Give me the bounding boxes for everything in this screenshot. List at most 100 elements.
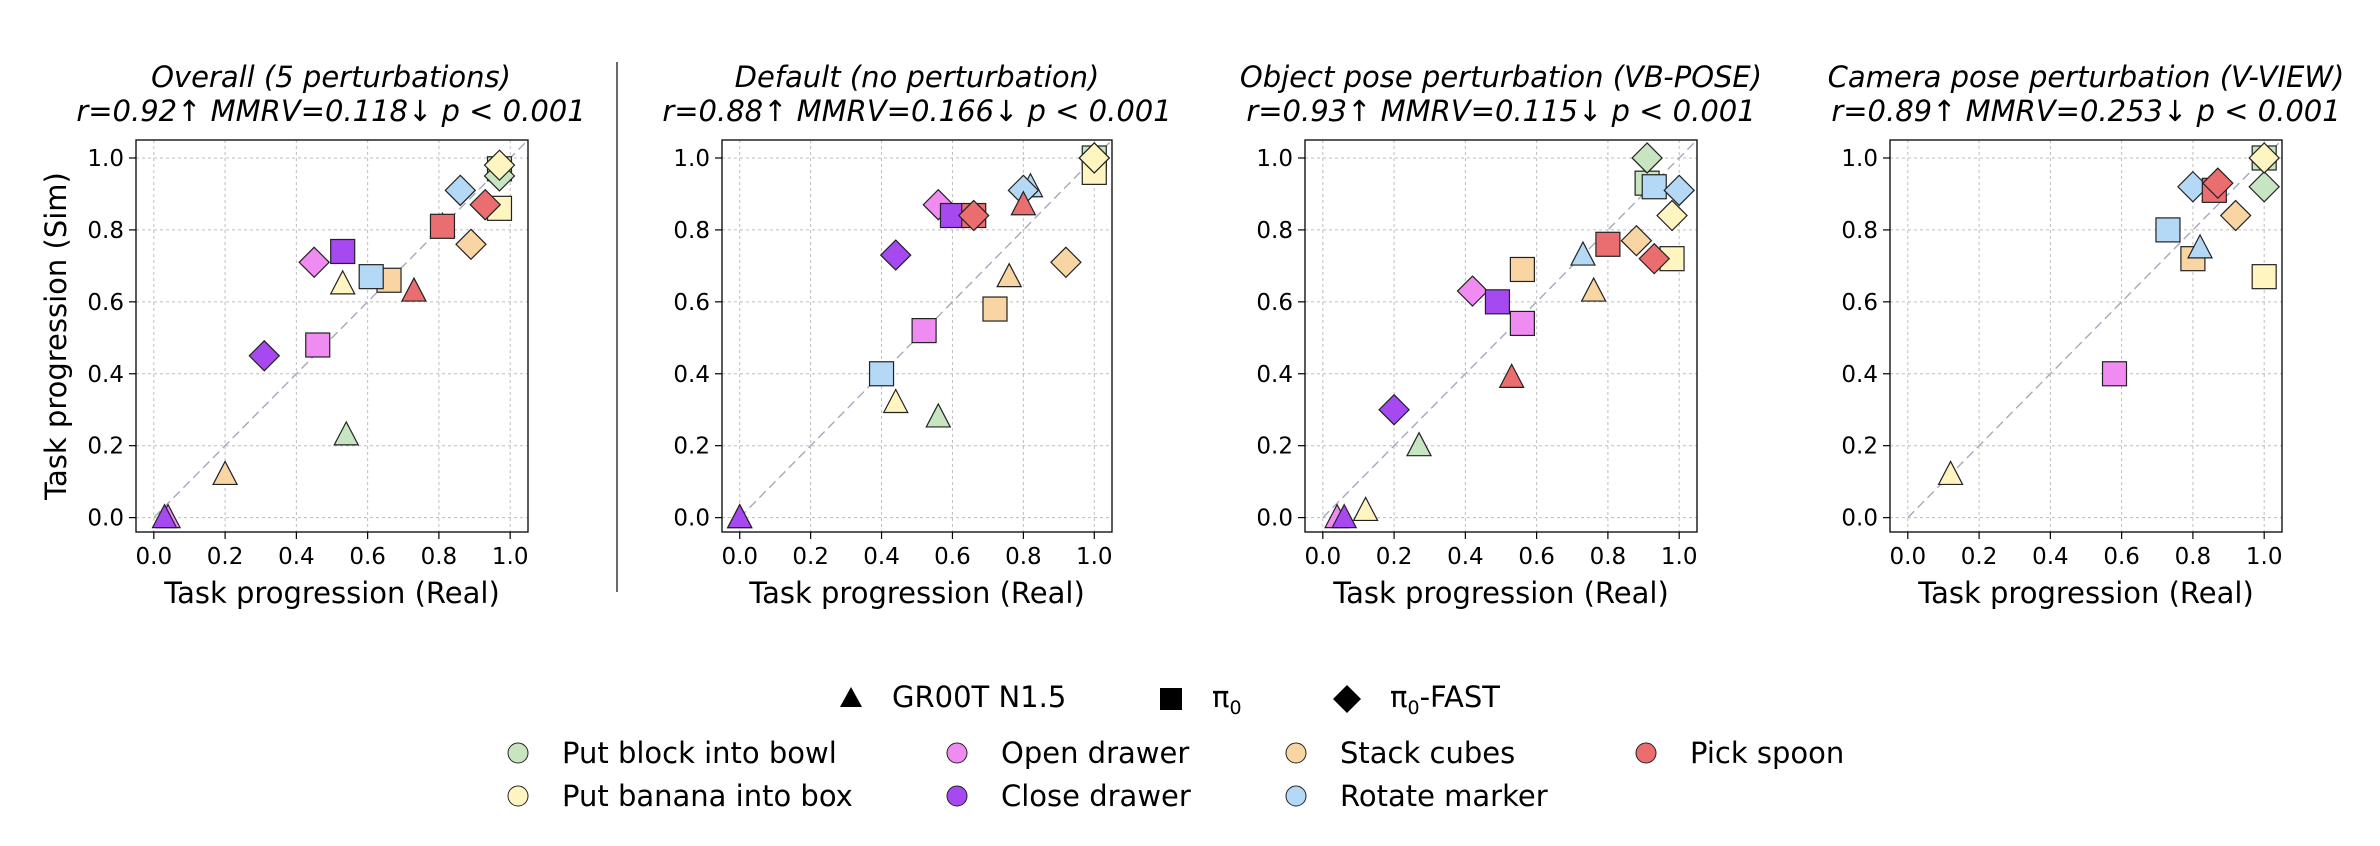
- point-spoon-fast: [1638, 242, 1671, 275]
- point-open-fast: [1456, 275, 1489, 307]
- identity-line: [739, 139, 1113, 519]
- chart-subtitle: r=0.92↑ MMRV=0.118↓ p < 0.001: [76, 94, 585, 128]
- point-banana-gr00t: [1937, 460, 1964, 486]
- identity-line: [1322, 139, 1698, 519]
- y-tick-label: 0.8: [1841, 218, 1878, 244]
- x-tick-label: 0.6: [934, 544, 971, 570]
- point-banana-fast: [1078, 142, 1111, 174]
- point-banana-gr00t: [1352, 496, 1379, 522]
- point-stack-fast: [455, 228, 487, 261]
- x-tick-label: 0.2: [792, 544, 829, 570]
- point-open-pi0: [1509, 310, 1535, 337]
- scatter-panel-1: Overall (5 perturbations)r=0.92↑ MMRV=0.…: [39, 60, 586, 610]
- x-axis-label: Task progression (Real): [748, 576, 1085, 610]
- point-spoon-fast: [2202, 167, 2234, 200]
- x-tick-label: 1.0: [1661, 544, 1698, 570]
- y-tick-label: 0.4: [87, 362, 124, 388]
- plot-frame: [1889, 139, 2283, 533]
- point-block-fast: [2248, 170, 2281, 203]
- point-close-gr00t: [1331, 503, 1358, 529]
- x-tick-label: 0.4: [863, 544, 900, 570]
- point-banana-fast: [2248, 142, 2281, 174]
- point-banana-gr00t: [329, 269, 356, 295]
- y-tick-label: 0.0: [1841, 506, 1878, 532]
- point-marker-gr00t: [2187, 233, 2214, 259]
- x-tick-label: 0.0: [136, 544, 173, 570]
- x-tick-label: 0.6: [2103, 544, 2140, 570]
- point-spoon-gr00t: [1498, 363, 1525, 388]
- point-marker-fast: [444, 174, 477, 207]
- point-spoon-gr00t: [1010, 190, 1037, 216]
- point-banana-fast: [1656, 199, 1688, 232]
- x-tick-label: 0.2: [1961, 544, 1998, 570]
- y-tick-label: 0.4: [673, 362, 710, 388]
- y-tick-label: 0.2: [87, 434, 124, 460]
- x-tick-label: 0.8: [421, 544, 458, 570]
- y-tick-label: 0.0: [87, 506, 124, 532]
- point-close-pi0: [330, 238, 356, 265]
- point-spoon-fast: [957, 199, 990, 232]
- y-tick-label: 0.6: [87, 290, 124, 316]
- y-tick-label: 0.6: [673, 290, 710, 316]
- x-tick-label: 0.6: [349, 544, 386, 570]
- chart-subtitle: r=0.88↑ MMRV=0.166↓ p < 0.001: [662, 94, 1171, 128]
- point-close-fast: [879, 239, 912, 271]
- x-tick-label: 0.2: [1376, 544, 1413, 570]
- x-tick-label: 0.2: [207, 544, 244, 570]
- y-tick-label: 0.8: [673, 218, 710, 244]
- y-tick-label: 1.0: [673, 146, 710, 172]
- x-tick-label: 0.8: [1590, 544, 1627, 570]
- point-block-gr00t: [1406, 431, 1433, 457]
- y-tick-label: 0.2: [673, 434, 710, 460]
- point-stack-fast: [2219, 199, 2252, 232]
- x-tick-label: 0.8: [2175, 544, 2212, 570]
- x-tick-label: 0.0: [1890, 544, 1927, 570]
- point-close-pi0: [1484, 289, 1511, 315]
- point-open-pi0: [2101, 361, 2128, 387]
- y-tick-label: 0.2: [1256, 434, 1293, 460]
- point-block-fast: [1631, 142, 1663, 174]
- point-banana-fast: [483, 149, 516, 182]
- x-tick-label: 0.4: [2032, 544, 2069, 570]
- y-tick-label: 0.4: [1841, 362, 1878, 388]
- point-marker-pi0: [868, 361, 895, 387]
- point-stack-gr00t: [996, 262, 1023, 288]
- point-open-pi0: [911, 318, 937, 344]
- y-tick-label: 0.6: [1841, 290, 1878, 316]
- scatter-panel-2: Default (no perturbation)r=0.88↑ MMRV=0.…: [662, 60, 1171, 610]
- point-marker-pi0: [2155, 217, 2181, 243]
- x-tick-label: 0.0: [1305, 544, 1342, 570]
- point-banana-pi0: [2251, 264, 2277, 290]
- x-axis-label: Task progression (Real): [1917, 576, 2254, 610]
- y-axis-label: Task progression (Sim): [39, 172, 73, 501]
- point-block-gr00t: [925, 402, 952, 428]
- chart-title: Object pose perturbation (VB-POSE): [1240, 60, 1762, 94]
- x-tick-label: 1.0: [1076, 544, 1113, 570]
- x-tick-label: 0.6: [1518, 544, 1555, 570]
- point-stack-gr00t: [212, 460, 239, 486]
- x-tick-label: 0.4: [278, 544, 315, 570]
- point-marker-gr00t: [1569, 240, 1596, 266]
- y-tick-label: 0.8: [87, 218, 124, 244]
- x-tick-label: 0.4: [1447, 544, 1484, 570]
- identity-line: [153, 139, 529, 519]
- chart-title: Overall (5 perturbations): [151, 60, 511, 94]
- point-close-fast: [248, 339, 281, 372]
- y-tick-label: 0.4: [1256, 362, 1293, 388]
- point-open-fast: [298, 246, 331, 279]
- point-marker-pi0: [358, 264, 384, 290]
- point-stack-fast: [1620, 224, 1653, 257]
- y-tick-label: 0.0: [673, 506, 710, 532]
- point-stack-pi0: [1509, 256, 1535, 283]
- point-close-gr00t: [726, 503, 753, 529]
- point-stack-fast: [1050, 246, 1082, 279]
- x-tick-label: 1.0: [2246, 544, 2283, 570]
- y-tick-label: 1.0: [87, 146, 124, 172]
- point-marker-fast: [1663, 174, 1696, 207]
- identity-line: [1907, 139, 2283, 519]
- x-tick-label: 0.8: [1005, 544, 1042, 570]
- point-banana-gr00t: [882, 388, 909, 414]
- y-tick-label: 1.0: [1841, 146, 1878, 172]
- point-marker-pi0: [1641, 174, 1667, 200]
- chart-title: Default (no perturbation): [735, 60, 1100, 94]
